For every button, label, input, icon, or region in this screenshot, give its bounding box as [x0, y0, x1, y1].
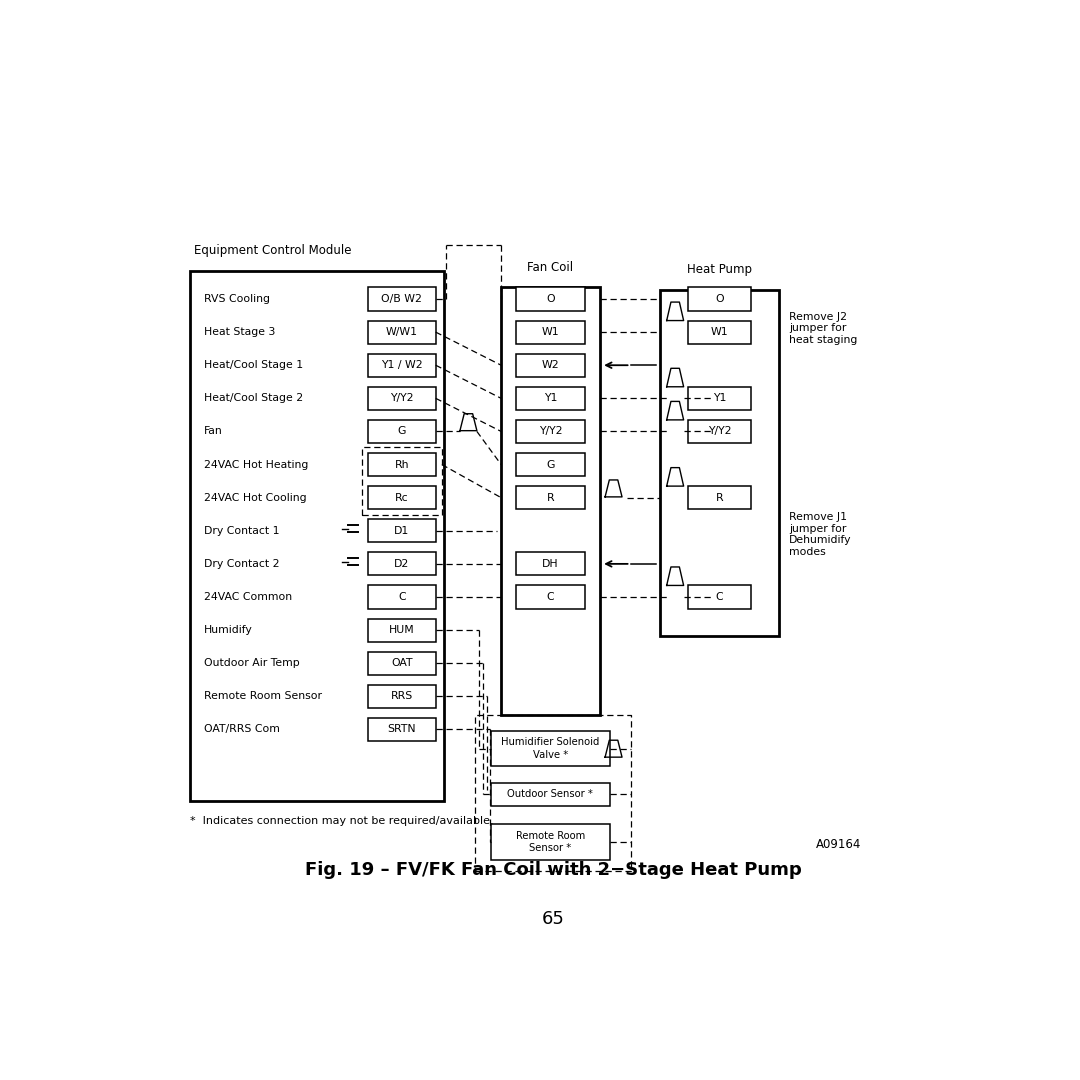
- Bar: [190, 271, 444, 801]
- Text: Rc: Rc: [395, 492, 408, 502]
- Text: HUM: HUM: [389, 625, 415, 635]
- Text: R: R: [546, 492, 554, 502]
- Text: Fan: Fan: [204, 427, 222, 436]
- Text: A09164: A09164: [815, 838, 861, 851]
- Text: Dry Contact 1: Dry Contact 1: [204, 526, 280, 536]
- Text: D2: D2: [394, 558, 409, 569]
- Bar: [516, 585, 585, 608]
- Bar: [516, 321, 585, 343]
- Bar: [516, 453, 585, 476]
- Bar: [516, 287, 585, 311]
- Bar: [368, 486, 435, 509]
- Bar: [688, 287, 751, 311]
- Text: Humidifier Solenoid
Valve *: Humidifier Solenoid Valve *: [501, 738, 599, 760]
- Bar: [368, 718, 435, 741]
- Text: Fig. 19 – FV/FK Fan Coil with 2−Stage Heat Pump: Fig. 19 – FV/FK Fan Coil with 2−Stage He…: [306, 862, 801, 879]
- Text: 24VAC Hot Heating: 24VAC Hot Heating: [204, 460, 308, 470]
- Text: W/W1: W/W1: [386, 327, 418, 337]
- Text: Outdoor Sensor *: Outdoor Sensor *: [508, 789, 593, 799]
- Bar: [368, 453, 435, 476]
- Text: Humidify: Humidify: [204, 625, 253, 635]
- Bar: [368, 321, 435, 343]
- Text: Y1: Y1: [713, 393, 726, 403]
- Bar: [688, 585, 751, 608]
- Bar: [368, 420, 435, 443]
- Bar: [516, 552, 585, 576]
- Bar: [516, 486, 585, 509]
- Text: Y1: Y1: [543, 393, 557, 403]
- Text: Remote Room Sensor: Remote Room Sensor: [204, 691, 322, 701]
- Text: D1: D1: [394, 526, 409, 536]
- Text: Equipment Control Module: Equipment Control Module: [194, 244, 351, 257]
- Bar: [501, 287, 599, 715]
- Text: Fan Coil: Fan Coil: [527, 260, 573, 273]
- Text: G: G: [546, 460, 555, 470]
- Text: 24VAC Common: 24VAC Common: [204, 592, 292, 602]
- Text: G: G: [397, 427, 406, 436]
- Bar: [688, 486, 751, 509]
- Text: *  Indicates connection may not be required/available.: * Indicates connection may not be requir…: [190, 816, 494, 826]
- Text: O/B W2: O/B W2: [381, 294, 422, 303]
- Bar: [688, 420, 751, 443]
- Text: O: O: [546, 294, 555, 303]
- Bar: [368, 519, 435, 542]
- Text: Y/Y2: Y/Y2: [390, 393, 414, 403]
- Bar: [688, 321, 751, 343]
- Text: DH: DH: [542, 558, 558, 569]
- Text: OAT: OAT: [391, 658, 413, 669]
- Bar: [368, 287, 435, 311]
- Bar: [368, 651, 435, 675]
- Text: W1: W1: [541, 327, 559, 337]
- Bar: [368, 387, 435, 410]
- Bar: [490, 824, 610, 860]
- Text: W2: W2: [541, 361, 559, 370]
- Text: Dry Contact 2: Dry Contact 2: [204, 558, 280, 569]
- Text: C: C: [716, 592, 724, 602]
- Bar: [368, 585, 435, 608]
- Bar: [660, 289, 779, 636]
- Text: Heat/Cool Stage 1: Heat/Cool Stage 1: [204, 361, 303, 370]
- Text: Y/Y2: Y/Y2: [707, 427, 731, 436]
- Text: 24VAC Hot Cooling: 24VAC Hot Cooling: [204, 492, 307, 502]
- Text: Heat/Cool Stage 2: Heat/Cool Stage 2: [204, 393, 303, 403]
- Bar: [490, 731, 610, 767]
- Text: Heat Pump: Heat Pump: [687, 262, 752, 275]
- Text: C: C: [399, 592, 406, 602]
- Text: Remove J2
jumper for
heat staging: Remove J2 jumper for heat staging: [789, 312, 858, 345]
- Text: Remove J1
jumper for
Dehumidify
modes: Remove J1 jumper for Dehumidify modes: [789, 512, 852, 557]
- Text: OAT/RRS Com: OAT/RRS Com: [204, 725, 280, 734]
- Text: O: O: [715, 294, 724, 303]
- Bar: [516, 353, 585, 377]
- Bar: [490, 783, 610, 806]
- Bar: [516, 420, 585, 443]
- Text: W1: W1: [711, 327, 728, 337]
- Bar: [368, 552, 435, 576]
- Text: Rh: Rh: [394, 460, 409, 470]
- Text: Y1 / W2: Y1 / W2: [381, 361, 422, 370]
- Text: C: C: [546, 592, 554, 602]
- Bar: [688, 387, 751, 410]
- Bar: [368, 619, 435, 642]
- Text: R: R: [716, 492, 724, 502]
- Bar: [368, 353, 435, 377]
- Bar: [516, 387, 585, 410]
- Text: RVS Cooling: RVS Cooling: [204, 294, 270, 303]
- Text: SRTN: SRTN: [388, 725, 416, 734]
- Text: Heat Stage 3: Heat Stage 3: [204, 327, 275, 337]
- Text: Remote Room
Sensor *: Remote Room Sensor *: [516, 831, 585, 853]
- Bar: [368, 685, 435, 707]
- Text: 65: 65: [542, 909, 565, 928]
- Text: Outdoor Air Temp: Outdoor Air Temp: [204, 658, 299, 669]
- Text: Y/Y2: Y/Y2: [539, 427, 563, 436]
- Text: RRS: RRS: [391, 691, 413, 701]
